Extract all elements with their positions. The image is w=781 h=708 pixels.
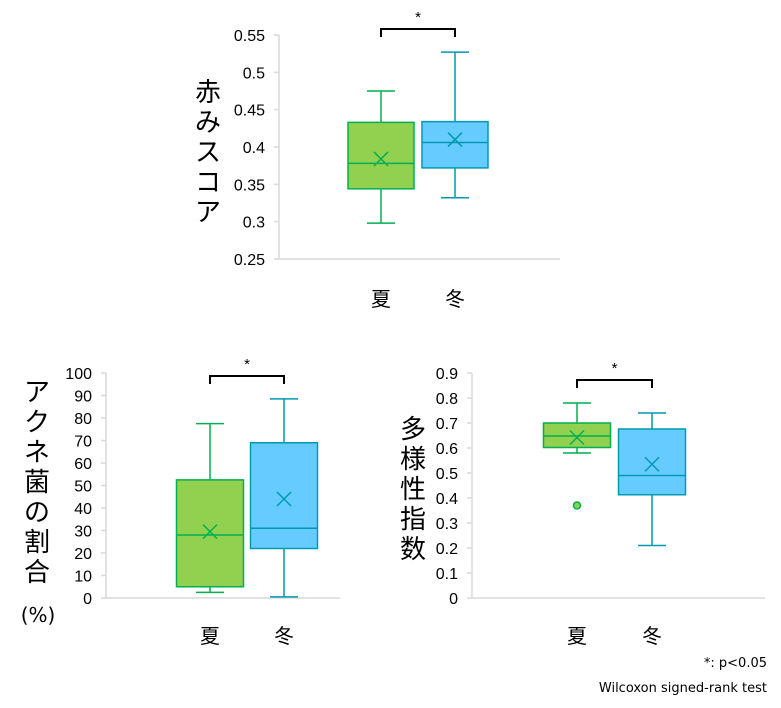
x-category-label: 夏	[200, 626, 220, 648]
box-winter	[617, 412, 687, 547]
y-tick-label: 0.3	[243, 215, 265, 232]
y-tick-label: 20	[74, 546, 92, 563]
x-category-label: 夏	[371, 289, 391, 311]
significance-bracket	[209, 375, 285, 384]
box-summer	[347, 90, 415, 224]
y-tick-label: 0.45	[234, 103, 265, 120]
y-axis-label-diversity: 多様性指数	[399, 415, 426, 565]
y-tick-label: 0.3	[436, 516, 458, 533]
y-tick-label: 60	[74, 456, 92, 473]
y-tick-label: 0.7	[436, 416, 458, 433]
iqr-box	[617, 428, 687, 496]
x-category-label: 冬	[445, 288, 465, 311]
box-plot-2: 0 0.1 0.2 0.3 0.4 0.5 0.6 0.7 0.8 0.9 夏 冬 *	[436, 360, 765, 648]
footnote-test: Wilcoxon signed-rank test	[598, 681, 767, 696]
box-winter	[249, 398, 319, 598]
y-tick-label: 70	[74, 434, 92, 451]
y-axis-label-acne-bacteria: アクネ菌の割合 (%)	[20, 378, 56, 627]
y-tick-label: 80	[74, 411, 92, 428]
significance-star: *	[612, 360, 618, 377]
y-tick-label: 0	[449, 591, 458, 608]
iqr-box	[347, 121, 415, 190]
y-tick-label: 50	[74, 479, 92, 496]
y-tick-label: 10	[74, 569, 92, 586]
y-tick-label: 100	[65, 366, 92, 383]
iqr-box	[175, 479, 245, 588]
y-tick-label: 0.35	[234, 177, 265, 194]
y-tick-label: 30	[74, 524, 92, 541]
significance-star: *	[244, 356, 250, 373]
y-tick-label: 0.9	[436, 366, 458, 383]
y-tick-label: 0.4	[436, 491, 458, 508]
y-tick-label: 0.55	[234, 28, 265, 45]
box-summer	[542, 402, 612, 510]
x-category-label: 夏	[567, 626, 587, 648]
significance-bracket	[380, 28, 456, 37]
y-tick-label: 0.5	[243, 65, 265, 82]
mean-marker	[569, 429, 585, 446]
y-tick-label: 0	[83, 591, 92, 608]
box-summer	[175, 422, 245, 594]
mean-marker	[447, 132, 463, 148]
box-plot-0: 0.25 0.3 0.35 0.4 0.45 0.5 0.55 夏 冬 *	[234, 9, 560, 311]
y-axis-label-redness: 赤みスコア	[194, 78, 221, 228]
mean-marker	[644, 456, 660, 472]
y-tick-label: 40	[74, 501, 92, 518]
y-tick-label: 0.5	[436, 466, 458, 483]
mean-marker	[276, 491, 292, 507]
footnote-significance: *: p<0.05	[703, 656, 767, 671]
significance-star: *	[415, 9, 421, 26]
y-tick-label: 0.6	[436, 441, 458, 458]
iqr-box	[249, 442, 319, 550]
box-plot-1: 0 10 20 30 40 50 60 70 80 90 100 夏 冬 *	[65, 356, 340, 648]
y-tick-label: 0.4	[243, 140, 265, 157]
y-tick-label: 0.25	[234, 252, 265, 269]
y-tick-label: 0.1	[436, 566, 458, 583]
y-tick-label: 0.8	[436, 391, 458, 408]
x-category-label: 冬	[642, 625, 662, 648]
y-tick-label: 90	[74, 389, 92, 406]
x-category-label: 冬	[274, 625, 294, 648]
box-winter	[421, 51, 489, 199]
y-tick-label: 0.2	[436, 541, 458, 558]
iqr-box	[421, 120, 489, 169]
mean-marker	[202, 524, 218, 540]
outlier-point	[572, 501, 582, 510]
mean-marker	[373, 151, 389, 167]
significance-bracket	[576, 379, 653, 388]
